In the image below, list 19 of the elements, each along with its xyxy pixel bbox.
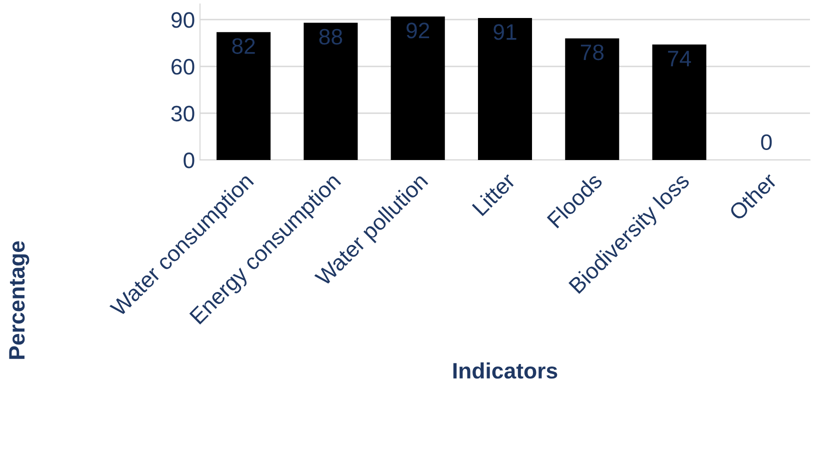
data-label: 91 bbox=[494, 24, 516, 40]
data-label: 78 bbox=[580, 44, 604, 60]
bar bbox=[652, 44, 706, 160]
data-label: 92 bbox=[406, 22, 430, 38]
y-axis-title: Percentage bbox=[9, 241, 30, 359]
y-tick-label: 60 bbox=[172, 58, 194, 75]
x-axis-title: Indicators bbox=[453, 362, 558, 379]
bar bbox=[216, 32, 271, 160]
bar bbox=[565, 38, 620, 160]
bar bbox=[478, 18, 532, 160]
y-tick-label: 30 bbox=[171, 106, 194, 122]
bar bbox=[304, 22, 358, 160]
data-label: 82 bbox=[232, 38, 255, 54]
bar bbox=[390, 16, 445, 160]
y-tick-label: 0 bbox=[184, 152, 194, 168]
y-tick-label: 90 bbox=[171, 12, 194, 28]
data-label: 0 bbox=[761, 134, 772, 150]
data-label: 88 bbox=[319, 28, 342, 45]
data-label: 74 bbox=[668, 50, 691, 66]
